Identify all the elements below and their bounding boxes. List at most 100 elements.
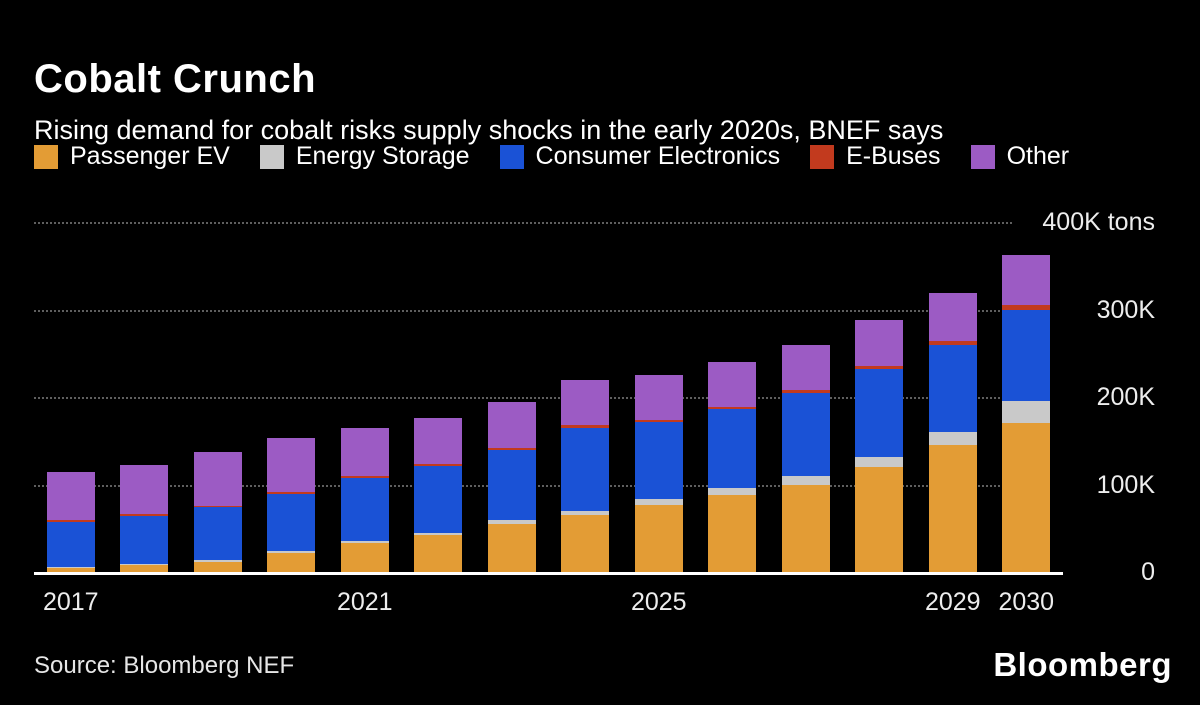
chart-subtitle: Rising demand for cobalt risks supply sh… — [34, 115, 944, 145]
segment-passenger-ev-2025 — [634, 504, 683, 572]
segment-consumer-electronics-2018 — [120, 516, 169, 565]
segment-consumer-electronics-2023 — [487, 450, 536, 521]
segment-passenger-ev-2029 — [928, 445, 977, 572]
segment-energy-storage-2024 — [561, 510, 610, 516]
segment-energy-storage-2026 — [708, 488, 757, 495]
segment-e-buses-2025 — [634, 419, 683, 423]
segment-e-buses-2022 — [414, 464, 463, 467]
legend-item-consumer-electronics: Consumer Electronics — [499, 142, 781, 171]
segment-other-2019 — [193, 452, 242, 506]
legend-swatch-consumer-electronics — [499, 144, 524, 169]
segment-energy-storage-2027 — [781, 475, 830, 485]
legend-swatch-e-buses — [810, 144, 835, 169]
y-axis-label-400k: 400K tons — [1042, 208, 1155, 236]
segment-consumer-electronics-2017 — [46, 522, 95, 567]
segment-other-2021 — [340, 427, 389, 476]
segment-e-buses-2029 — [928, 341, 977, 345]
y-axis-label-200k: 200K — [1096, 383, 1155, 411]
segment-energy-storage-2023 — [487, 520, 536, 524]
segment-consumer-electronics-2026 — [708, 409, 757, 488]
bar-2023 — [487, 402, 536, 572]
y-axis-label-0k: 0 — [1141, 558, 1155, 586]
segment-passenger-ev-2027 — [781, 484, 830, 572]
segment-e-buses-2030 — [1002, 305, 1051, 310]
segment-other-2030 — [1002, 255, 1051, 306]
segment-passenger-ev-2020 — [267, 552, 316, 572]
segment-other-2028 — [855, 320, 904, 366]
segment-energy-storage-2030 — [1002, 401, 1051, 424]
segment-e-buses-2028 — [855, 365, 904, 369]
segment-energy-storage-2020 — [267, 551, 316, 553]
segment-passenger-ev-2021 — [340, 543, 389, 572]
segment-consumer-electronics-2029 — [928, 344, 977, 432]
segment-e-buses-2027 — [781, 390, 830, 393]
segment-other-2026 — [708, 362, 757, 407]
segment-passenger-ev-2018 — [120, 565, 169, 572]
legend: Passenger EV Energy Storage Consumer Elect… — [34, 142, 1069, 171]
gridline-300k — [34, 309, 1012, 312]
bar-2017 — [46, 472, 95, 572]
segment-passenger-ev-2022 — [414, 535, 463, 572]
gridline-200k — [34, 397, 1012, 399]
segment-other-2027 — [781, 344, 830, 390]
legend-item-e-buses: E-Buses — [810, 142, 941, 171]
segment-e-buses-2019 — [193, 505, 242, 508]
segment-energy-storage-2025 — [634, 499, 683, 505]
segment-consumer-electronics-2019 — [193, 507, 242, 560]
segment-consumer-electronics-2022 — [414, 466, 463, 533]
segment-other-2020 — [267, 438, 316, 493]
segment-energy-storage-2022 — [414, 532, 463, 536]
bar-2020 — [267, 438, 316, 572]
segment-consumer-electronics-2030 — [1002, 309, 1051, 402]
segment-other-2017 — [46, 472, 95, 521]
segment-e-buses-2021 — [340, 475, 389, 478]
legend-label-consumer-electronics: Consumer Electronics — [535, 142, 781, 170]
legend-label-passenger-ev: Passenger EV — [70, 142, 230, 170]
segment-energy-storage-2021 — [340, 540, 389, 544]
bar-2019 — [193, 452, 242, 572]
x-axis-label-2021: 2021 — [336, 588, 393, 616]
segment-energy-storage-2029 — [928, 432, 977, 446]
x-axis-label-2017: 2017 — [42, 588, 99, 616]
segment-energy-storage-2028 — [855, 456, 904, 467]
y-axis-label-100k: 100K — [1096, 470, 1155, 499]
legend-label-energy-storage: Energy Storage — [295, 142, 470, 170]
bar-2030 — [1002, 255, 1051, 572]
segment-energy-storage-2019 — [193, 559, 242, 562]
segment-other-2029 — [928, 292, 977, 341]
segment-consumer-electronics-2025 — [634, 422, 683, 500]
legend-item-other: Other — [970, 142, 1070, 171]
segment-consumer-electronics-2021 — [340, 477, 389, 541]
gridline-400k — [34, 222, 1012, 224]
segment-other-2025 — [634, 375, 683, 420]
x-axis-label-2029: 2029 — [924, 588, 981, 616]
segment-other-2023 — [487, 402, 536, 448]
legend-label-other: Other — [1006, 142, 1070, 170]
bloomberg-logo: Bloomberg — [993, 646, 1172, 683]
x-axis-label-2025: 2025 — [630, 588, 687, 616]
bar-2022 — [414, 418, 463, 572]
segment-other-2024 — [561, 380, 610, 425]
segment-passenger-ev-2023 — [487, 523, 536, 572]
segment-passenger-ev-2030 — [1002, 423, 1051, 572]
segment-energy-storage-2018 — [120, 564, 169, 565]
legend-swatch-energy-storage — [259, 144, 284, 169]
bar-2026 — [708, 362, 757, 572]
segment-passenger-ev-2028 — [855, 467, 904, 572]
source-note: Source: Bloomberg NEF — [34, 652, 295, 679]
bar-2025 — [634, 375, 683, 572]
segment-consumer-electronics-2028 — [855, 369, 904, 457]
segment-consumer-electronics-2024 — [561, 427, 610, 511]
segment-e-buses-2024 — [561, 425, 610, 428]
segment-consumer-electronics-2027 — [781, 392, 830, 476]
segment-passenger-ev-2017 — [46, 567, 95, 572]
segment-e-buses-2026 — [708, 406, 757, 410]
segment-consumer-electronics-2020 — [267, 494, 316, 551]
bar-2029 — [928, 292, 977, 572]
plot-area: 400K tons 300K 200K 100K 0 2017 2021 2025 2029 20… — [34, 208, 1155, 616]
segment-passenger-ev-2026 — [708, 495, 757, 572]
bar-2021 — [340, 427, 389, 572]
legend-label-e-buses: E-Buses — [846, 142, 941, 170]
segment-e-buses-2023 — [487, 447, 536, 451]
x-axis-label-2030: 2030 — [998, 588, 1055, 616]
